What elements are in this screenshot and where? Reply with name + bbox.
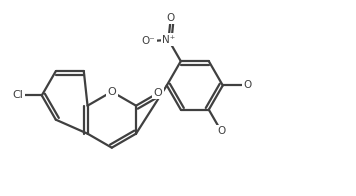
- Text: Cl: Cl: [12, 90, 23, 100]
- Text: O: O: [108, 87, 116, 97]
- Text: O: O: [243, 80, 252, 90]
- Text: N⁺: N⁺: [162, 35, 175, 45]
- Text: O⁻: O⁻: [141, 36, 155, 46]
- Text: O: O: [153, 88, 162, 98]
- Text: O: O: [217, 126, 225, 136]
- Text: O: O: [167, 13, 175, 23]
